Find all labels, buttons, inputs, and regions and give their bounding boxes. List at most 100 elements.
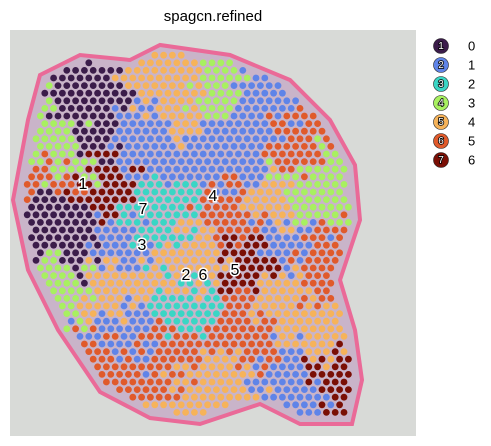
spot	[28, 234, 35, 242]
spot	[124, 219, 132, 226]
spot	[142, 219, 150, 226]
spot	[204, 158, 212, 166]
spot	[327, 203, 335, 211]
legend-badge	[433, 152, 449, 168]
spot	[116, 173, 123, 181]
spot	[164, 211, 172, 219]
spot	[327, 371, 335, 378]
spot	[151, 67, 159, 74]
spot	[124, 340, 132, 348]
spot	[164, 105, 172, 112]
spot	[279, 226, 286, 234]
spot	[331, 317, 339, 325]
spot	[279, 150, 286, 158]
spot	[217, 317, 225, 325]
spot	[138, 135, 146, 143]
spot	[155, 165, 163, 173]
spot	[129, 135, 137, 143]
spot	[120, 165, 128, 173]
spot	[28, 188, 35, 196]
spot	[265, 264, 273, 272]
spot	[133, 82, 141, 89]
spot	[221, 82, 229, 89]
spot	[41, 135, 49, 143]
spot	[155, 120, 163, 127]
spot	[186, 82, 194, 89]
spot	[309, 279, 317, 287]
spot	[270, 120, 277, 127]
spot	[283, 158, 291, 166]
legend-label: 2	[468, 76, 475, 91]
spot	[186, 249, 194, 257]
spot	[199, 105, 207, 112]
spot	[89, 355, 97, 363]
spot	[340, 165, 348, 173]
spot	[32, 211, 40, 219]
spot	[265, 143, 273, 150]
spot	[98, 112, 106, 120]
spot	[94, 89, 101, 97]
spot	[120, 196, 128, 204]
spot	[89, 97, 97, 105]
spot	[296, 317, 304, 325]
spot	[155, 135, 163, 143]
spot	[173, 287, 181, 295]
spot	[85, 272, 93, 279]
spot	[72, 67, 79, 74]
spot	[151, 219, 159, 226]
spot	[213, 234, 220, 242]
spot	[323, 257, 330, 264]
spot	[120, 272, 128, 279]
spot	[103, 150, 110, 158]
spot	[252, 226, 260, 234]
spot	[133, 97, 141, 105]
spot	[230, 371, 238, 378]
spot	[199, 378, 207, 386]
spot	[248, 264, 256, 272]
spot	[331, 211, 339, 219]
spot	[191, 165, 198, 173]
spot	[235, 211, 242, 219]
spot	[142, 127, 150, 135]
spot	[63, 279, 71, 287]
spot	[177, 67, 185, 74]
spot	[164, 120, 172, 127]
spot	[133, 143, 141, 150]
spot	[120, 211, 128, 219]
spot	[208, 272, 216, 279]
spot	[230, 310, 238, 317]
spot	[72, 234, 79, 242]
spot	[67, 196, 75, 204]
spot	[129, 317, 137, 325]
spot	[182, 59, 190, 67]
spot	[155, 226, 163, 234]
spot	[72, 188, 79, 196]
spot	[265, 82, 273, 89]
spot	[331, 393, 339, 401]
spot	[248, 340, 256, 348]
spot	[292, 401, 299, 409]
spot	[94, 165, 101, 173]
spot	[186, 219, 194, 226]
spot	[270, 317, 277, 325]
spot	[85, 348, 93, 355]
spot	[32, 257, 40, 264]
spot	[248, 158, 256, 166]
spot	[151, 127, 159, 135]
spot	[257, 355, 264, 363]
spot	[94, 196, 101, 204]
spot	[199, 196, 207, 204]
spot	[274, 295, 282, 302]
spot	[155, 378, 163, 386]
spot	[45, 112, 53, 120]
spot	[124, 234, 132, 242]
spot	[81, 173, 88, 181]
legend-badge	[433, 133, 449, 149]
spot	[309, 355, 317, 363]
spot	[155, 393, 163, 401]
spot	[323, 241, 330, 249]
spot	[239, 97, 247, 105]
spot	[89, 340, 97, 348]
spot	[116, 325, 123, 333]
spot	[230, 188, 238, 196]
